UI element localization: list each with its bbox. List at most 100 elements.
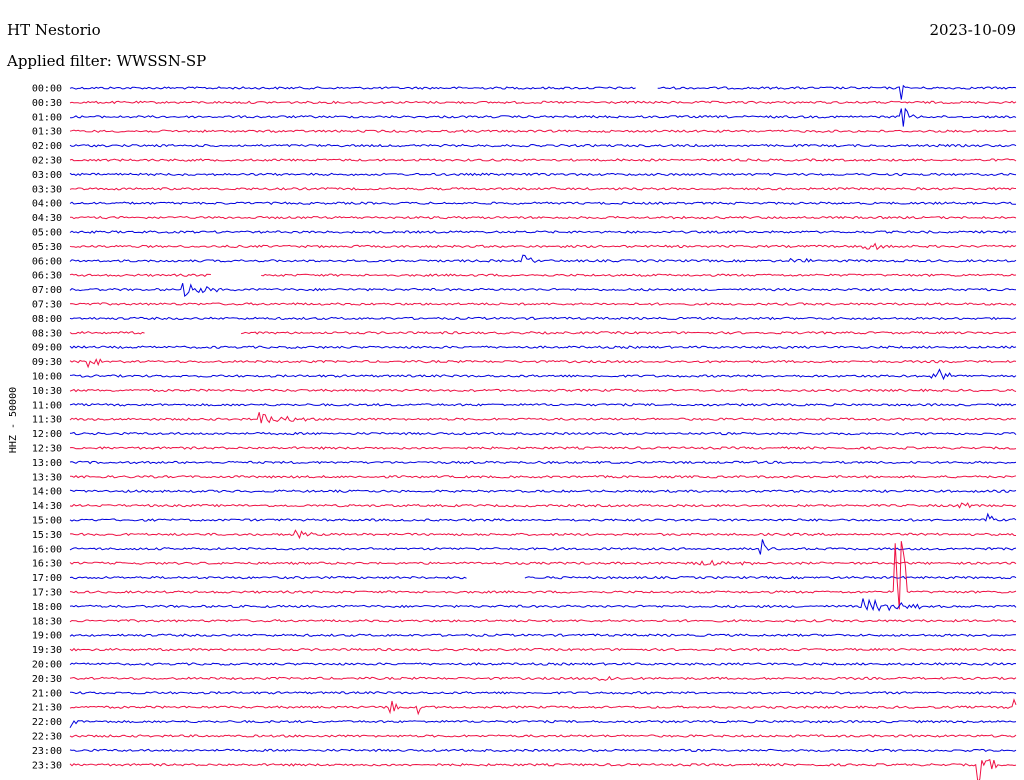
row-time-label: 02:30 — [32, 156, 62, 167]
trace-row — [69, 575, 1017, 580]
trace-row — [70, 691, 1017, 695]
station-title: HT Nestorio — [7, 21, 101, 39]
trace-row — [69, 283, 1017, 298]
trace-row — [69, 475, 1017, 479]
trace-row — [69, 446, 1017, 450]
trace-row — [69, 489, 1017, 494]
row-time-label: 16:30 — [32, 559, 62, 570]
row-time-label: 21:00 — [32, 688, 62, 699]
trace-row — [69, 758, 1017, 780]
trace-row — [69, 230, 1017, 234]
row-time-label: 20:30 — [32, 674, 62, 685]
row-time-label: 10:00 — [32, 372, 62, 383]
channel-label: HHZ - 50000 — [8, 387, 19, 453]
trace-row — [69, 460, 1017, 465]
row-time-label: 22:00 — [32, 717, 62, 728]
row-time-label: 16:00 — [32, 544, 62, 555]
trace-row — [69, 143, 1017, 148]
row-time-label: 14:30 — [32, 501, 62, 512]
row-time-label: 19:30 — [32, 645, 62, 656]
trace-row — [69, 748, 1017, 753]
trace-row — [69, 633, 1017, 637]
row-time-label: 04:30 — [32, 213, 62, 224]
trace-row — [69, 358, 1017, 369]
row-time-label: 04:00 — [32, 199, 62, 210]
trace-row — [69, 273, 1017, 277]
row-time-label: 05:30 — [32, 242, 62, 253]
trace-row — [69, 254, 1017, 264]
row-time-label: 00:00 — [32, 84, 62, 95]
row-time-label: 15:00 — [32, 516, 62, 527]
row-time-label: 21:30 — [32, 703, 62, 714]
row-time-label: 07:30 — [32, 300, 62, 311]
row-time-label: 06:30 — [32, 271, 62, 282]
row-time-label: 03:30 — [32, 184, 62, 195]
row-time-label: 19:00 — [32, 631, 62, 642]
trace-row — [69, 512, 1017, 522]
trace-row — [69, 331, 1017, 335]
trace-row — [69, 345, 1017, 349]
row-time-label: 13:00 — [32, 458, 62, 469]
trace-row — [69, 302, 1017, 306]
row-time-label: 12:00 — [32, 429, 62, 440]
row-labels: 00:00 00:30 01:00 01:30 02:00 02:30 03:00 03:30… — [32, 84, 62, 772]
row-time-label: 06:00 — [32, 256, 62, 267]
trace-row — [69, 403, 1016, 407]
trace-row — [69, 368, 1017, 381]
row-time-label: 11:30 — [32, 415, 62, 426]
row-time-label: 12:30 — [32, 444, 62, 455]
trace-row — [69, 539, 1017, 555]
trace-row — [70, 107, 1017, 127]
row-time-label: 08:30 — [32, 328, 62, 339]
plot-date: 2023-10-09 — [929, 21, 1016, 39]
trace-row — [69, 129, 1017, 133]
trace-row — [69, 172, 1017, 177]
row-time-label: 17:00 — [32, 573, 62, 584]
trace-row — [69, 529, 1017, 540]
trace-row — [69, 187, 1017, 191]
row-time-label: 01:00 — [32, 112, 62, 123]
row-time-label: 10:30 — [32, 386, 62, 397]
seismic-traces — [69, 84, 1017, 780]
row-time-label: 11:00 — [32, 400, 62, 411]
row-time-label: 05:00 — [32, 228, 62, 239]
row-time-label: 23:00 — [32, 746, 62, 757]
trace-row — [69, 316, 1017, 321]
row-time-label: 17:30 — [32, 588, 62, 599]
trace-row — [69, 158, 1017, 162]
trace-row — [69, 100, 1017, 105]
trace-row — [69, 242, 1017, 251]
trace-row — [69, 559, 1017, 566]
row-time-label: 22:30 — [32, 732, 62, 743]
trace-row — [70, 215, 1017, 220]
row-time-label: 09:30 — [32, 357, 62, 368]
row-time-label: 01:30 — [32, 127, 62, 138]
row-time-label: 23:30 — [32, 760, 62, 771]
row-time-label: 02:00 — [32, 141, 62, 152]
trace-row — [69, 662, 1017, 666]
trace-row — [69, 201, 1017, 205]
trace-row — [69, 84, 1017, 100]
row-time-label: 00:30 — [32, 98, 62, 109]
row-time-label: 18:30 — [32, 616, 62, 627]
trace-row — [69, 598, 1017, 612]
trace-row — [69, 698, 1017, 716]
trace-row — [69, 719, 1017, 729]
trace-row — [69, 502, 1017, 509]
row-time-label: 08:00 — [32, 314, 62, 325]
trace-row — [69, 541, 1017, 610]
trace-row — [69, 388, 1017, 393]
trace-row — [69, 412, 1017, 424]
row-time-label: 14:00 — [32, 487, 62, 498]
row-time-label: 03:00 — [32, 170, 62, 181]
trace-row — [69, 618, 1017, 623]
row-time-label: 15:30 — [32, 530, 62, 541]
trace-row — [69, 734, 1017, 738]
row-time-label: 07:00 — [32, 285, 62, 296]
row-time-label: 18:00 — [32, 602, 62, 613]
trace-row — [69, 647, 1017, 652]
trace-row — [69, 431, 1017, 436]
row-time-label: 13:30 — [32, 472, 62, 483]
row-time-label: 20:00 — [32, 660, 62, 671]
